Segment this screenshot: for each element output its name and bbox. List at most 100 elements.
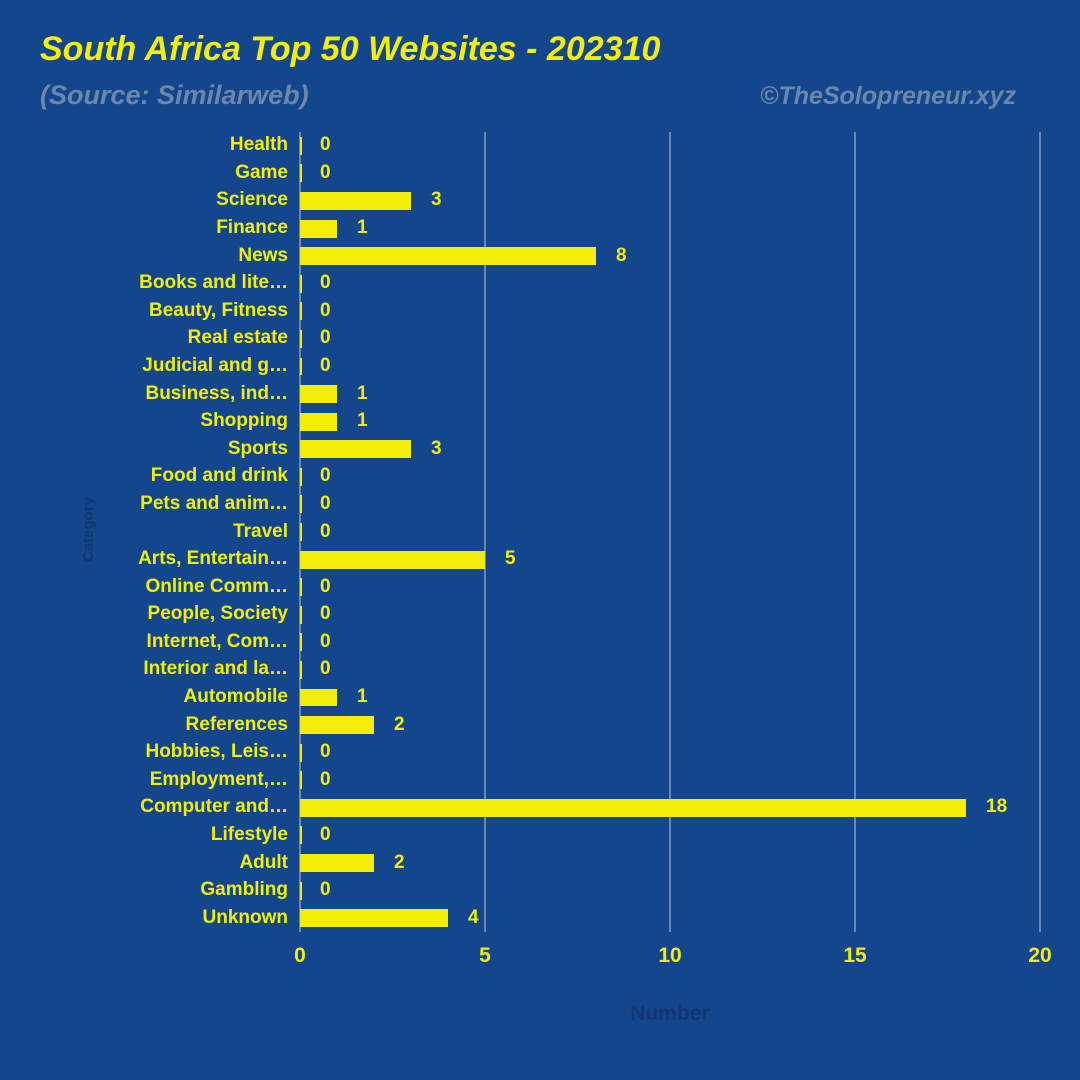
value-label: 0 [320, 493, 331, 515]
bar [300, 689, 337, 707]
bar [300, 578, 302, 596]
bar [300, 633, 302, 651]
value-label: 0 [320, 769, 331, 791]
chart-subtitle: (Source: Similarweb) [40, 80, 309, 111]
category-label: Arts, Entertain… [118, 548, 288, 570]
x-axis-title: Number [300, 1002, 1040, 1026]
value-label: 0 [320, 327, 331, 349]
bar [300, 744, 302, 762]
category-label: Real estate [118, 327, 288, 349]
bar [300, 882, 302, 900]
bar [300, 551, 485, 569]
bar [300, 192, 411, 210]
bar [300, 771, 302, 789]
category-label: Pets and anim… [118, 493, 288, 515]
category-label: Game [118, 162, 288, 184]
category-label: Unknown [118, 907, 288, 929]
bar [300, 164, 302, 182]
bar [300, 220, 337, 238]
category-label: Judicial and g… [118, 355, 288, 377]
category-label: Health [118, 134, 288, 156]
value-label: 0 [320, 824, 331, 846]
bar [300, 413, 337, 431]
x-tick-label: 15 [825, 944, 885, 968]
category-label: Finance [118, 217, 288, 239]
bar [300, 606, 302, 624]
bar [300, 302, 302, 320]
category-label: Hobbies, Leis… [118, 741, 288, 763]
bar [300, 909, 448, 927]
bar [300, 854, 374, 872]
x-tick-label: 0 [270, 944, 330, 968]
category-label: Interior and la… [118, 658, 288, 680]
category-label: Business, ind… [118, 383, 288, 405]
x-tick-label: 20 [1010, 944, 1070, 968]
category-label: Gambling [118, 879, 288, 901]
value-label: 1 [357, 217, 368, 239]
bar [300, 495, 302, 513]
category-label: Sports [118, 438, 288, 460]
value-label: 18 [986, 796, 1007, 818]
value-label: 0 [320, 603, 331, 625]
category-label: News [118, 245, 288, 267]
value-label: 1 [357, 686, 368, 708]
value-label: 3 [431, 189, 442, 211]
value-label: 0 [320, 355, 331, 377]
category-label: Employment,… [118, 769, 288, 791]
bar [300, 275, 302, 293]
value-label: 0 [320, 631, 331, 653]
category-label: Computer and… [118, 796, 288, 818]
chart-container: South Africa Top 50 Websites - 202310 (S… [0, 0, 1080, 1080]
value-label: 0 [320, 879, 331, 901]
value-label: 2 [394, 714, 405, 736]
x-tick-label: 5 [455, 944, 515, 968]
category-label: Shopping [118, 410, 288, 432]
bar [300, 137, 302, 155]
bar [300, 468, 302, 486]
value-label: 0 [320, 465, 331, 487]
x-tick-label: 10 [640, 944, 700, 968]
category-label: Automobile [118, 686, 288, 708]
bar [300, 247, 596, 265]
category-label: Internet, Com… [118, 631, 288, 653]
category-label: Online Comm… [118, 576, 288, 598]
category-label: Travel [118, 521, 288, 543]
value-label: 5 [505, 548, 516, 570]
chart-copyright: ©TheSolopreneur.xyz [760, 82, 1016, 111]
bar [300, 358, 302, 376]
category-label: People, Society [118, 603, 288, 625]
chart-title: South Africa Top 50 Websites - 202310 [40, 30, 660, 69]
value-label: 0 [320, 741, 331, 763]
value-label: 1 [357, 383, 368, 405]
bar [300, 716, 374, 734]
y-axis-title: Category [80, 497, 97, 562]
value-label: 0 [320, 300, 331, 322]
category-label: Adult [118, 852, 288, 874]
value-label: 3 [431, 438, 442, 460]
value-label: 2 [394, 852, 405, 874]
category-label: Food and drink [118, 465, 288, 487]
bar [300, 826, 302, 844]
value-label: 8 [616, 245, 627, 267]
category-label: Beauty, Fitness [118, 300, 288, 322]
value-label: 1 [357, 410, 368, 432]
value-label: 0 [320, 162, 331, 184]
bar [300, 799, 966, 817]
bar [300, 440, 411, 458]
value-label: 0 [320, 134, 331, 156]
bar [300, 330, 302, 348]
value-label: 0 [320, 272, 331, 294]
category-label: Books and lite… [118, 272, 288, 294]
value-label: 0 [320, 658, 331, 680]
value-label: 4 [468, 907, 479, 929]
value-label: 0 [320, 521, 331, 543]
bar [300, 661, 302, 679]
bar [300, 385, 337, 403]
category-label: References [118, 714, 288, 736]
plot-area [300, 132, 1040, 932]
category-label: Lifestyle [118, 824, 288, 846]
value-label: 0 [320, 576, 331, 598]
category-label: Science [118, 189, 288, 211]
gridline [1039, 132, 1041, 932]
bar [300, 523, 302, 541]
